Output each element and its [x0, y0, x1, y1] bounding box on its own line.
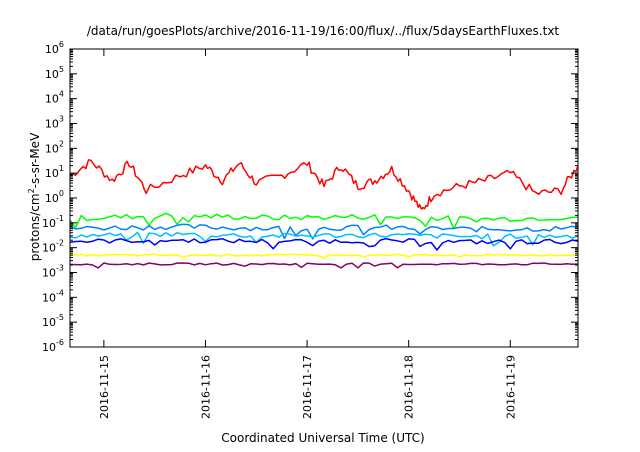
y-tick-label: 103	[45, 115, 64, 131]
y-tick-label: 102	[45, 139, 64, 155]
series-line	[69, 231, 579, 247]
series-line	[69, 223, 579, 240]
series-line	[69, 159, 579, 210]
x-tick-label: 2016-11-17	[301, 355, 314, 419]
plot-frame	[69, 48, 579, 348]
ticks-layer: 106 105 104 103 102 101 100 10-1 10-2 10-3 10-4 10-…	[42, 40, 578, 419]
y-tick-label: 104	[45, 90, 64, 106]
x-tick-label: 2016-11-16	[199, 355, 212, 419]
y-tick-label: 10-4	[42, 288, 64, 304]
y-axis-label-main: protons/cm	[28, 193, 42, 261]
chart-title: /data/run/goesPlots/archive/2016-11-19/1…	[87, 24, 560, 38]
x-tick-label: 2016-11-18	[403, 355, 416, 419]
series-line	[69, 237, 579, 251]
series-line	[69, 253, 579, 259]
x-axis-label: Coordinated Universal Time (UTC)	[221, 431, 424, 445]
series-line	[69, 262, 579, 269]
svg-text:protons/cm2-s-sr-MeV: protons/cm2-s-sr-MeV	[27, 132, 42, 261]
y-tick-label: 106	[45, 40, 64, 56]
series-layer	[69, 159, 579, 269]
y-tick-label: 10-5	[42, 313, 64, 329]
y-axis-label-rest: -s-sr-MeV	[28, 132, 42, 188]
x-tick-label: 2016-11-19	[504, 355, 517, 419]
x-tick-label: 2016-11-15	[98, 355, 111, 419]
y-axis-label-sup: 2	[27, 188, 36, 193]
y-tick-label: 10-2	[42, 239, 64, 255]
y-axis-label: protons/cm2-s-sr-MeV	[27, 132, 42, 261]
y-tick-label: 105	[45, 65, 64, 81]
series-line	[69, 212, 579, 230]
y-tick-label: 10-6	[42, 338, 64, 354]
y-tick-label: 100	[45, 189, 64, 205]
y-tick-label: 101	[45, 164, 64, 180]
y-tick-label: 10-1	[42, 214, 64, 230]
y-tick-label: 10-3	[42, 264, 64, 280]
